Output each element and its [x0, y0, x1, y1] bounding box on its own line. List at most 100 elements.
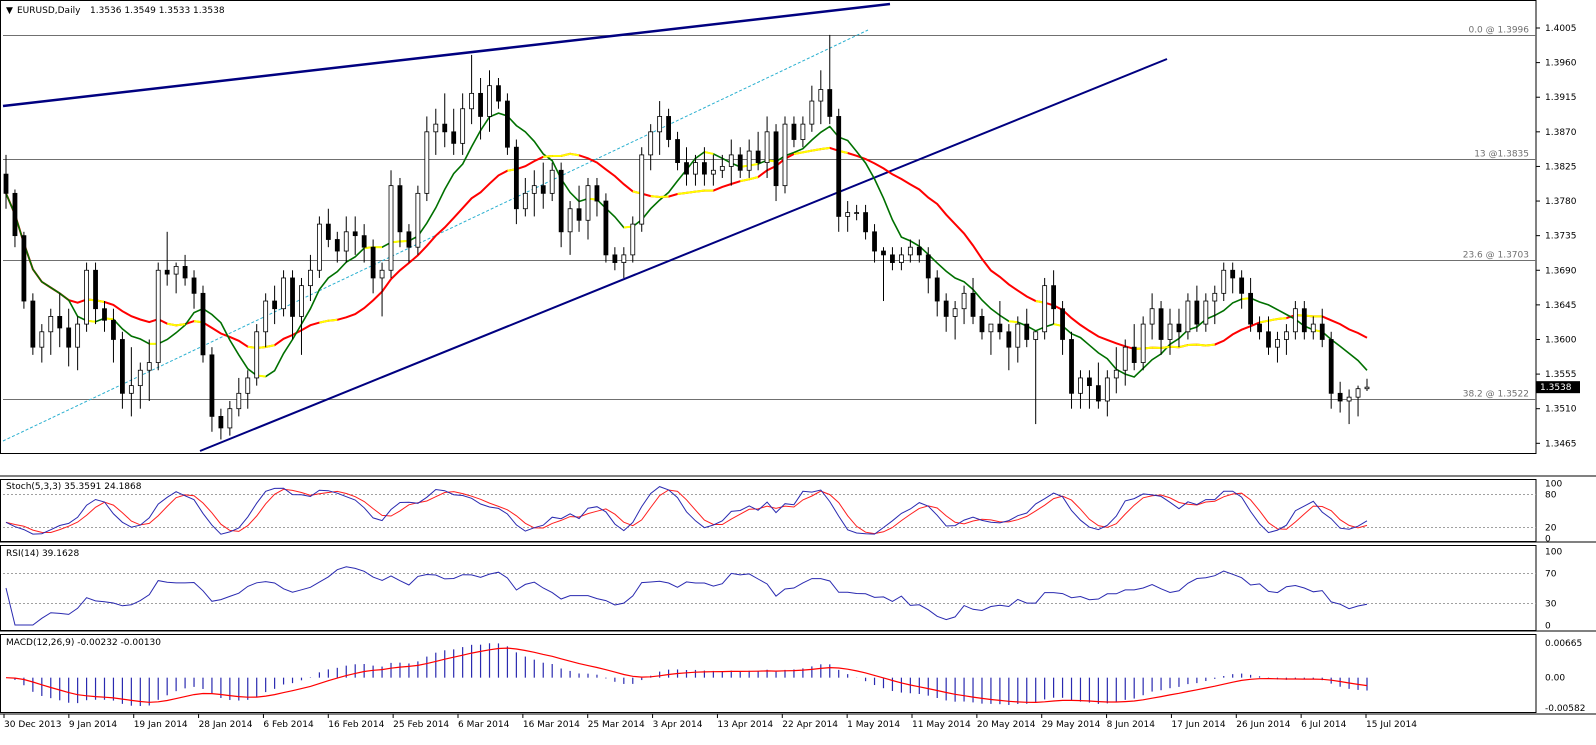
candle-body — [719, 166, 725, 171]
candle-body — [1337, 392, 1343, 402]
candle-body — [648, 131, 654, 156]
candle-body — [1275, 339, 1280, 348]
candle-body — [272, 300, 278, 310]
candle-body — [1328, 339, 1334, 394]
candle-body — [558, 169, 564, 233]
ma-flat-segment — [695, 189, 705, 193]
candle-body — [1006, 331, 1012, 348]
price-tick-label: 1.3690 — [1545, 266, 1577, 276]
candle-body — [863, 212, 868, 233]
candle-body — [737, 154, 743, 171]
candle-body — [657, 116, 663, 133]
current-price-label: 1.3538 — [1540, 383, 1572, 393]
candle-body — [111, 319, 116, 340]
ma-flat-segment — [1178, 344, 1189, 349]
candle-body — [478, 92, 483, 117]
candle-body — [540, 185, 546, 194]
ma-flat-segment — [1008, 320, 1018, 324]
candle-body — [567, 208, 573, 233]
macd-label: MACD(12,26,9) -0.00232 -0.00130 — [6, 638, 161, 648]
ma-flat-segment — [820, 146, 830, 151]
candle-body — [245, 377, 251, 394]
candle-body — [442, 123, 448, 133]
candle-body — [979, 316, 985, 333]
panel-frame — [0, 0, 1537, 454]
fib-level-label: 0.0 @ 1.3996 — [1468, 26, 1529, 36]
rsi-level-label: 30 — [1545, 600, 1557, 610]
candle-body — [1185, 300, 1191, 333]
stoch-label: Stoch(5,3,3) 35.3591 24.1868 — [6, 482, 142, 492]
candle-body — [227, 408, 233, 429]
candle-body — [1310, 323, 1316, 333]
ma-flat-segment — [1277, 317, 1287, 320]
panel-frame — [0, 479, 1537, 542]
candle-body — [845, 212, 851, 217]
candle-body — [155, 269, 161, 363]
price-tick-label: 1.3465 — [1545, 439, 1577, 449]
rsi-label: RSI(14) 39.1628 — [6, 549, 79, 559]
candle-body — [1292, 308, 1298, 333]
candle-body — [48, 316, 54, 333]
candle-body — [66, 327, 72, 348]
candle-body — [818, 89, 824, 102]
time-tick-label: 13 Apr 2014 — [717, 720, 773, 730]
candle-body — [1024, 323, 1030, 340]
candle-body — [93, 269, 98, 310]
time-tick-label: 9 Jan 2014 — [69, 720, 117, 730]
candlesticks — [3, 34, 1370, 440]
time-tick-label: 28 Jan 2014 — [199, 720, 253, 730]
candle-body — [943, 300, 949, 317]
candle-body — [1230, 269, 1236, 279]
candle-body — [1221, 269, 1227, 294]
candle-body — [1069, 339, 1074, 394]
candle-body — [513, 146, 519, 210]
candle-body — [675, 139, 680, 163]
candle-body — [84, 269, 89, 325]
symbol-header-arrow-icon[interactable]: ▼ — [6, 6, 13, 16]
candle-body — [621, 254, 627, 263]
candle-body — [666, 116, 671, 140]
candle-body — [1051, 285, 1057, 310]
candle-body — [209, 354, 215, 417]
ma-flat-segment — [175, 323, 186, 327]
candle-body — [191, 277, 197, 294]
candle-body — [890, 254, 895, 263]
candle-body — [693, 162, 698, 175]
candle-body — [1113, 369, 1119, 379]
candle-body — [451, 131, 457, 144]
rsi-panel: 100 70 30 0 — [3, 548, 1562, 632]
upper-trend-line — [2, 2, 891, 108]
candle-body — [961, 292, 967, 310]
candle-body — [1364, 386, 1370, 390]
candle-body — [1194, 300, 1200, 325]
macd-axis-label: -0.00582 — [1545, 704, 1585, 714]
candle-body — [1167, 323, 1173, 340]
macd-axis-label: 0.00665 — [1545, 639, 1582, 649]
lower-trend-line — [199, 58, 1168, 452]
ma-flat-segment — [569, 152, 580, 157]
candle-body — [102, 308, 107, 321]
time-tick-label: 25 Mar 2014 — [588, 720, 645, 730]
candle-body — [469, 92, 475, 110]
ma-flat-segment — [265, 344, 275, 348]
candle-body — [1042, 285, 1048, 333]
candle-body — [281, 277, 286, 310]
candle-body — [137, 369, 143, 387]
candle-body — [916, 246, 922, 256]
candle-body — [460, 108, 466, 144]
ma-flat-segment — [793, 151, 804, 156]
candle-body — [1095, 385, 1101, 402]
candle-body — [791, 123, 797, 140]
candle-body — [1033, 331, 1039, 340]
candle-body — [12, 192, 18, 237]
candle-body — [1212, 292, 1218, 302]
time-tick-label: 22 Apr 2014 — [782, 720, 838, 730]
candle-body — [1319, 323, 1325, 340]
ma-flat-segment — [1259, 319, 1269, 324]
candle-body — [1087, 377, 1092, 387]
candle-body — [702, 162, 707, 175]
candle-body — [1131, 346, 1137, 363]
panel-frames — [0, 0, 1596, 715]
stoch-level-label: 20 — [1545, 524, 1557, 534]
